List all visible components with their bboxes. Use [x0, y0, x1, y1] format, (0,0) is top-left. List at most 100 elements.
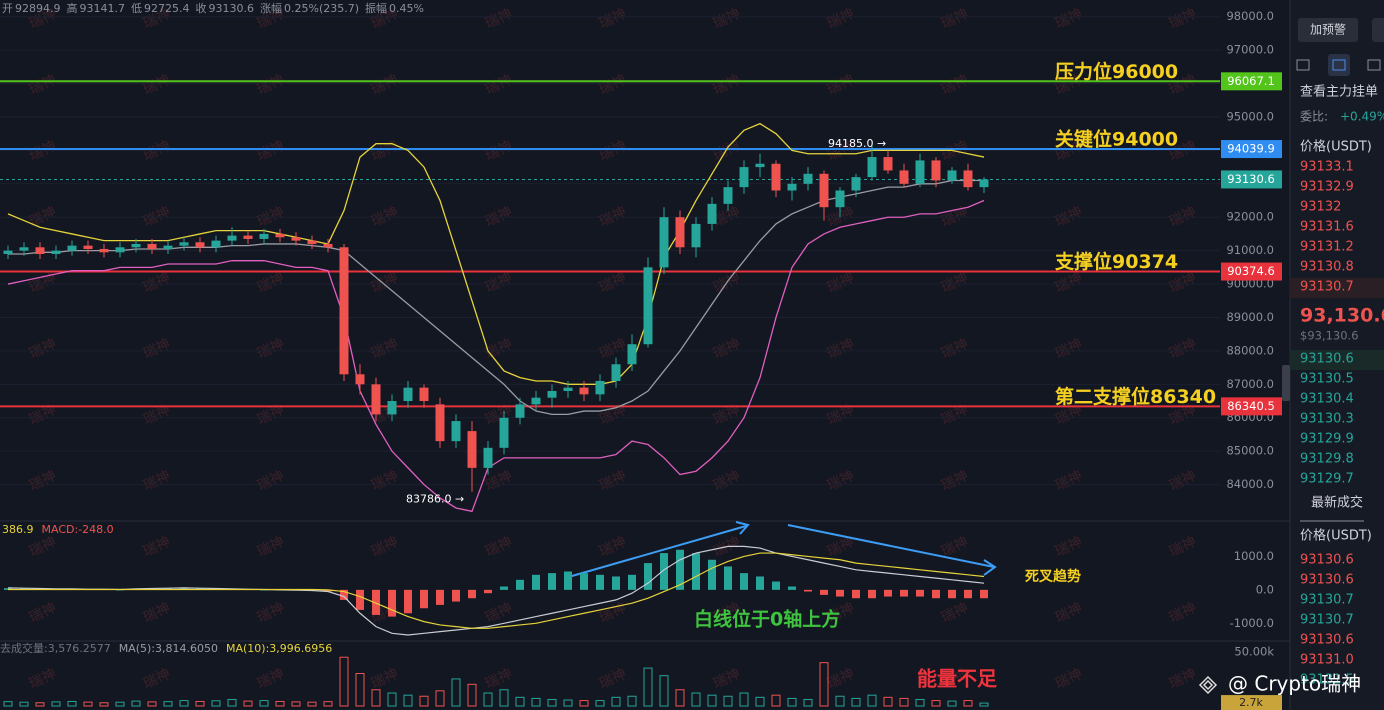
candle-body — [179, 242, 189, 246]
volume-bar — [563, 699, 573, 707]
volume-header-item: 去成交量:3,576.2577 — [0, 641, 111, 655]
volume-bar — [611, 696, 621, 707]
candle-body — [499, 417, 509, 448]
level-label: 关键位94000 — [1055, 128, 1178, 151]
volume-bar — [387, 692, 397, 707]
y-tick-label: 89000.0 — [1226, 310, 1274, 324]
trade-price: 93131.5 — [1300, 673, 1354, 688]
volume-bar — [787, 697, 797, 707]
trades-title[interactable]: 最新成交 — [1311, 495, 1363, 511]
stat-label: 收 — [196, 1, 207, 15]
macd-bar — [932, 589, 940, 599]
price-header: 价格(USDT) — [1300, 139, 1372, 155]
candle-body — [307, 240, 317, 244]
candle-body — [867, 157, 877, 178]
volume-bar — [227, 699, 237, 707]
candle-body — [963, 170, 973, 188]
trade-price: 93130.6 — [1300, 573, 1354, 588]
trend-arrow — [787, 524, 995, 568]
macd-bar — [868, 589, 876, 599]
candle-body — [611, 364, 621, 381]
candle-body — [147, 243, 157, 249]
band-line — [7, 122, 985, 385]
y-tick-label: 95000.0 — [1226, 109, 1274, 123]
orders-link: 查看主力挂单 — [1300, 84, 1378, 100]
macd-bar — [356, 589, 364, 610]
bid-price: 93129.9 — [1300, 432, 1354, 447]
macd-bar — [596, 574, 604, 590]
alert-button[interactable] — [1298, 18, 1358, 42]
volume-bar — [259, 700, 269, 707]
volume-bar — [755, 696, 765, 707]
trades-header: 价格(USDT) — [1300, 528, 1372, 544]
icon-button[interactable] — [1328, 54, 1350, 76]
scroll-handle[interactable] — [1282, 365, 1290, 401]
candle-body — [803, 173, 813, 184]
bid-price: 93130.6 — [1300, 352, 1354, 367]
level-label: 支撑位90374 — [1054, 250, 1178, 273]
candle-body — [131, 243, 141, 248]
y-tick-label: 87000.0 — [1226, 377, 1274, 391]
candle-body — [67, 245, 77, 251]
ask-price: 93133.1 — [1300, 160, 1354, 175]
macd-bar — [372, 589, 380, 615]
alert-button-label[interactable]: 加预警 — [1310, 22, 1346, 37]
volume-tag-label: 2.7k — [1239, 696, 1263, 709]
candle-body — [515, 404, 525, 418]
macd-bar — [548, 573, 556, 590]
price-tag-label: 93130.6 — [1227, 172, 1275, 186]
price-tag-label: 90374.6 — [1227, 264, 1275, 278]
last-price-usd: $93,130.6 — [1300, 329, 1359, 343]
volume-bar — [435, 690, 445, 707]
volume-bar — [499, 689, 509, 707]
volume-bar — [883, 696, 893, 707]
volume-bar — [51, 701, 61, 707]
volume-bar — [531, 697, 541, 707]
price-tag — [1221, 72, 1282, 91]
stat-label: 高 — [67, 1, 78, 15]
annotation: 白线位于0轴上方 — [694, 608, 840, 631]
macd-bar — [500, 586, 508, 590]
macd-bar — [676, 549, 684, 590]
low-marker: 83786.0 → — [406, 493, 464, 506]
volume-bar — [163, 701, 173, 707]
volume-header-item: MA(5):3,814.6050 — [119, 642, 218, 655]
last-price: 93,130.6 — [1300, 305, 1384, 327]
price-tag — [1221, 140, 1282, 159]
volume-bar — [147, 701, 157, 707]
level-label: 第二支撑位86340 — [1055, 385, 1216, 408]
candle-body — [659, 217, 669, 268]
candle-body — [643, 267, 653, 345]
logo — [1198, 675, 1218, 695]
stat-label: 涨幅 — [260, 2, 282, 15]
bid-price: 93130.4 — [1300, 392, 1354, 407]
volume-header: 去成交量:3,576.2577 MA(5):3,814.6050 MA(10):3,… — [0, 641, 332, 655]
volume-bar — [371, 689, 381, 707]
macd-header: 386.9 MACD:-248.0 — [2, 523, 114, 536]
macd-line — [7, 545, 985, 636]
y-tick-label: 85000.0 — [1226, 444, 1274, 458]
candle-body — [531, 397, 541, 405]
annotation: 能量不足 — [917, 667, 998, 691]
macd-bar — [884, 589, 892, 597]
icon[interactable] — [1296, 59, 1310, 71]
volume-bar — [739, 692, 749, 707]
volume-bar — [291, 701, 301, 707]
volume-bar — [627, 695, 637, 707]
button[interactable] — [1372, 18, 1384, 42]
volume-bar — [835, 695, 845, 707]
candle-body — [947, 170, 957, 181]
volume-bar — [403, 694, 413, 707]
y-tick-label: -1000.0 — [1230, 616, 1274, 630]
candle-body — [739, 167, 749, 188]
candle-body — [675, 217, 685, 248]
candle-body — [259, 233, 269, 239]
candle-body — [851, 177, 861, 191]
candle-body — [547, 391, 557, 398]
trade-price: 93131.0 — [1300, 653, 1354, 668]
candle-body — [19, 247, 29, 251]
candle-body — [627, 344, 637, 365]
icon[interactable] — [1367, 59, 1381, 71]
